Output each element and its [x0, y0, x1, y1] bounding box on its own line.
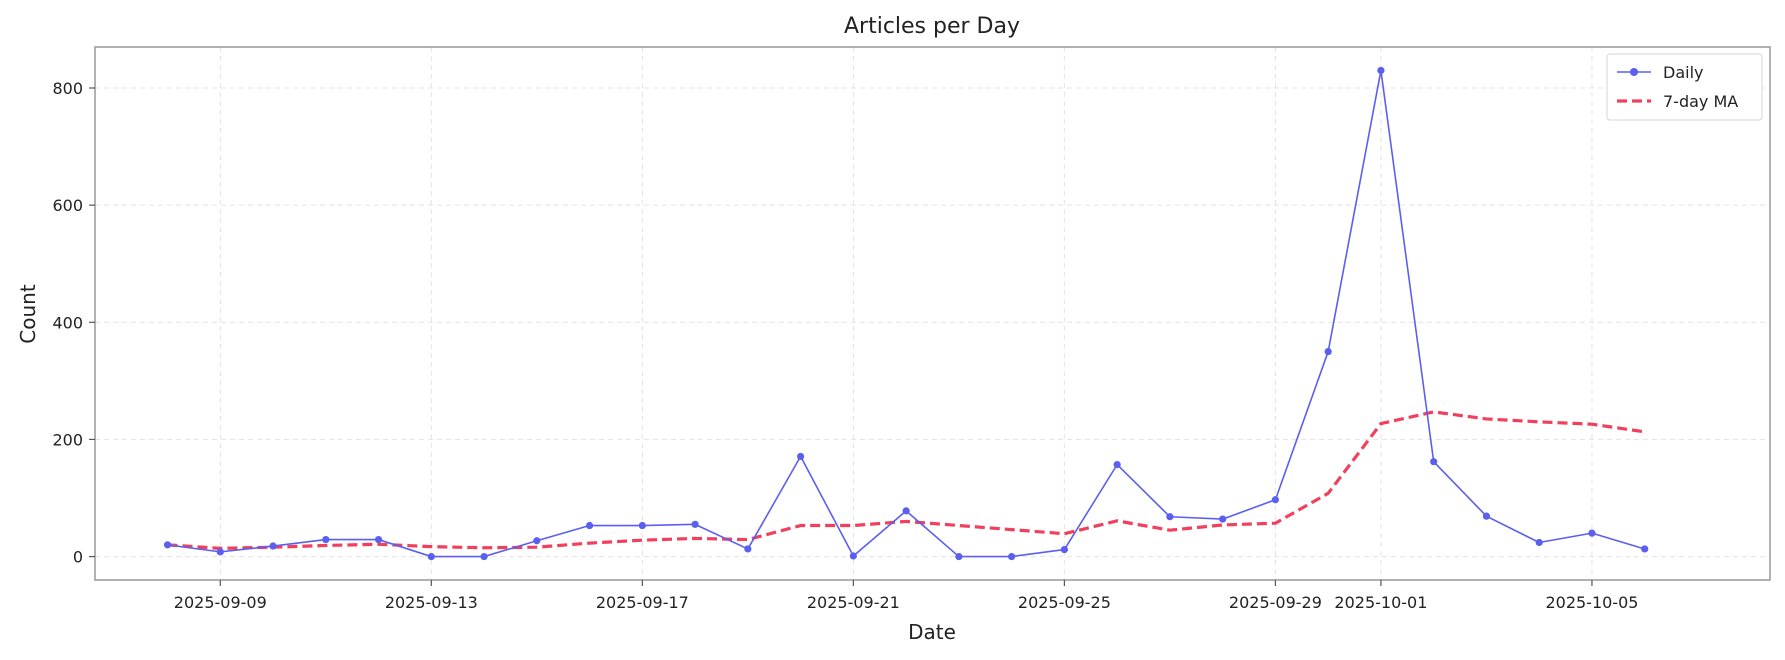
y-tick-label: 400	[52, 313, 83, 332]
data-point-daily	[585, 521, 594, 530]
data-point-daily	[902, 507, 910, 515]
data-point-daily	[1008, 552, 1016, 561]
y-axis: 0 200 400 600 800	[52, 79, 95, 567]
grid	[95, 47, 1770, 580]
data-point-daily	[955, 552, 963, 561]
x-tick-label: 2025-09-13	[385, 593, 478, 612]
data-point-daily	[374, 535, 383, 544]
data-point-daily	[1588, 529, 1596, 537]
series	[163, 66, 1649, 561]
data-point-daily	[1113, 461, 1121, 469]
y-tick-label: 800	[52, 79, 83, 98]
data-point-daily	[216, 548, 224, 556]
data-point-daily	[1377, 66, 1385, 75]
data-point-daily	[849, 552, 857, 560]
x-tick-label: 2025-10-05	[1545, 593, 1638, 612]
plot-area	[94, 46, 1771, 581]
legend-daily-label: Daily	[1663, 63, 1703, 82]
chart-title: Articles per Day	[844, 14, 1020, 39]
data-point-daily	[480, 552, 488, 561]
data-point-daily	[1271, 496, 1280, 504]
data-point-daily	[533, 537, 541, 545]
data-point-daily	[163, 541, 172, 549]
x-tick-label: 2025-09-21	[807, 593, 900, 612]
data-point-daily	[797, 452, 805, 461]
data-point-daily	[269, 542, 277, 550]
x-axis: 2025-09-09 2025-09-13 2025-09-17 2025-09-21…	[174, 580, 1638, 612]
legend-ma-label: 7-day MA	[1663, 92, 1738, 111]
data-point-daily	[1641, 545, 1649, 553]
x-tick-label: 2025-09-25	[1018, 593, 1111, 612]
data-point-daily	[691, 520, 699, 528]
x-tick-label: 2025-10-01	[1334, 593, 1427, 612]
data-point-daily	[1535, 538, 1543, 547]
data-point-daily	[1060, 545, 1068, 554]
legend-daily-marker-swatch	[1630, 68, 1638, 76]
y-tick-label: 200	[52, 430, 83, 449]
legend-box	[1606, 53, 1763, 121]
data-point-daily	[1166, 513, 1174, 521]
y-axis-label: Count	[16, 284, 40, 344]
data-point-daily	[1430, 458, 1438, 466]
x-tick-label: 2025-09-29	[1229, 593, 1322, 612]
data-point-daily	[427, 552, 435, 561]
legend: Daily 7-day MA	[1606, 53, 1763, 121]
y-tick-label: 600	[52, 196, 83, 215]
data-point-daily	[1482, 512, 1491, 520]
series-line-7-day-ma	[167, 410, 1645, 550]
x-axis-label: Date	[908, 620, 956, 644]
data-point-daily	[744, 545, 752, 553]
y-tick-label: 0	[73, 548, 83, 567]
series-line-daily	[167, 69, 1645, 558]
data-point-daily	[322, 535, 330, 544]
data-point-daily	[1219, 515, 1227, 523]
x-tick-label: 2025-09-17	[596, 593, 689, 612]
x-tick-label: 2025-09-09	[174, 593, 267, 612]
data-point-daily	[1324, 347, 1332, 356]
data-point-daily	[638, 521, 646, 530]
